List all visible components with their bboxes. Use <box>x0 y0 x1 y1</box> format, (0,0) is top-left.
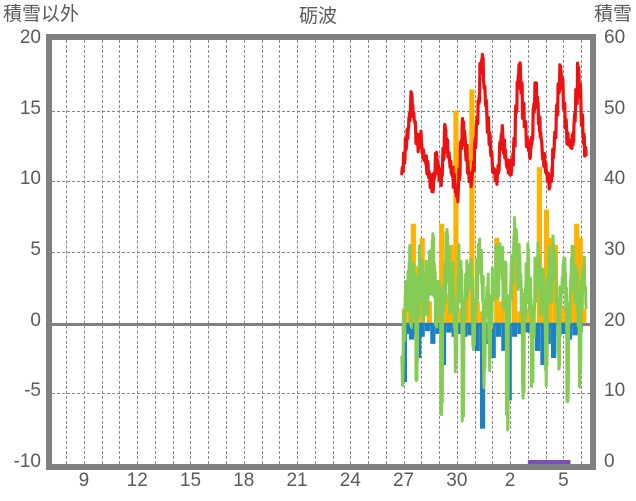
bar <box>405 322 411 334</box>
gridline-v <box>66 40 68 464</box>
series-line <box>400 52 588 204</box>
y-tick-right: 30 <box>604 239 626 260</box>
bar <box>419 322 425 337</box>
y-tick-right: 50 <box>604 97 626 119</box>
bar <box>469 89 475 323</box>
gridline-h <box>52 252 590 253</box>
gridline-v <box>83 40 85 464</box>
gridline-v <box>474 40 476 464</box>
x-tick: 5 <box>558 470 569 491</box>
x-tick: 18 <box>233 470 255 491</box>
y-tick-left: 10 <box>19 168 41 190</box>
gridline-v <box>101 40 103 464</box>
gridline-v <box>137 40 139 464</box>
gridline-v <box>119 40 121 464</box>
right-axis-label: 積雪 <box>593 4 632 25</box>
y-tick-left: 20 <box>19 27 41 48</box>
gridline-v <box>297 40 299 464</box>
bar <box>474 322 480 351</box>
bar <box>517 311 523 323</box>
x-tick: 15 <box>179 470 202 491</box>
bar <box>517 322 523 334</box>
y-tick-left: -10 <box>13 451 41 472</box>
bar <box>540 294 546 323</box>
bar <box>511 252 518 323</box>
bar <box>444 294 450 323</box>
gridline-v <box>172 40 174 464</box>
bar <box>511 322 518 337</box>
x-tick: 12 <box>126 470 148 491</box>
y-tick-left: 15 <box>19 97 41 119</box>
bar <box>501 322 507 351</box>
y-tick-right: 40 <box>604 168 626 190</box>
y-tick-left: 5 <box>30 239 41 260</box>
bar <box>543 209 550 323</box>
gridline-v <box>403 40 405 464</box>
gridline-v <box>385 40 387 464</box>
bar <box>499 301 505 323</box>
gridline-v <box>190 40 192 464</box>
gridline-v <box>226 40 227 464</box>
gridline-v <box>563 40 565 464</box>
gridline-v <box>243 40 245 464</box>
bar <box>535 322 541 351</box>
x-tick: 30 <box>446 470 468 491</box>
x-tick: 27 <box>392 470 415 491</box>
y-tick-left: 0 <box>30 309 41 331</box>
chart-title: 砺波 <box>298 6 337 27</box>
bar <box>581 308 587 323</box>
gridline-v <box>350 40 352 464</box>
bar <box>540 322 546 366</box>
bar <box>490 322 496 358</box>
x-tick: 2 <box>504 470 516 491</box>
bar <box>408 322 415 340</box>
y-tick-left: -5 <box>24 380 41 402</box>
gridline-h <box>52 110 590 112</box>
gridline-h <box>52 322 590 326</box>
bar <box>464 280 470 323</box>
bar <box>561 322 567 334</box>
x-tick: 24 <box>339 470 361 491</box>
bar <box>453 110 459 323</box>
bar <box>446 322 452 333</box>
gridline-v <box>208 40 210 464</box>
gridline-v <box>314 40 316 464</box>
gridline-v <box>492 40 494 464</box>
y-tick-right: 0 <box>604 451 615 472</box>
gridline-v <box>332 40 334 464</box>
bar <box>467 322 473 336</box>
bar <box>424 322 431 332</box>
gridline-v <box>510 40 512 464</box>
gridline-h <box>52 181 590 183</box>
left-axis-label: 積雪以外 <box>3 4 80 25</box>
y-tick-right: 20 <box>604 309 626 331</box>
gridline-v <box>368 40 370 464</box>
plot-area <box>52 40 590 464</box>
gridline-v <box>261 40 263 464</box>
y-tick-right: 60 <box>604 27 626 48</box>
bar <box>495 322 502 337</box>
x-tick: 21 <box>286 470 308 491</box>
bar <box>430 322 436 344</box>
y-tick-right: 10 <box>604 380 626 402</box>
bottom-marker <box>527 460 571 464</box>
bar <box>524 322 530 333</box>
bar <box>572 322 578 336</box>
series-layer <box>400 52 588 464</box>
series-line <box>400 216 588 432</box>
bar <box>456 322 463 334</box>
gridline-v <box>279 40 281 464</box>
x-tick: 9 <box>78 470 90 491</box>
bar <box>551 322 557 358</box>
gridline-v <box>154 40 156 464</box>
gridline-h <box>52 393 590 395</box>
bar <box>435 322 441 334</box>
bar <box>439 223 445 323</box>
